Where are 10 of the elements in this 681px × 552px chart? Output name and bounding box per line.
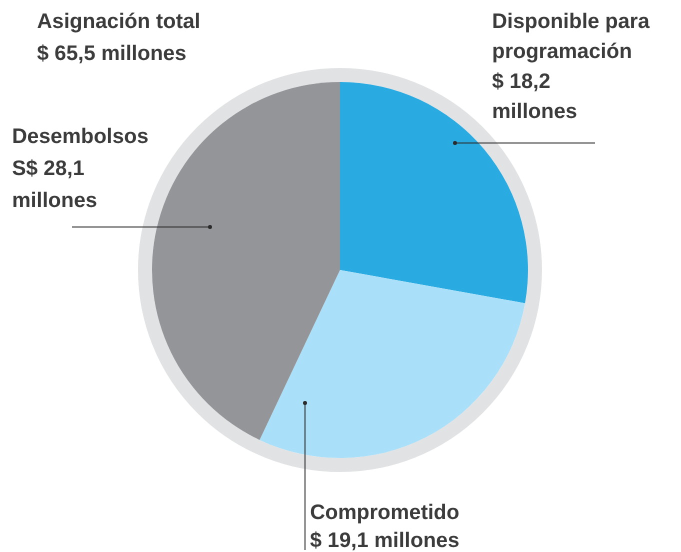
slice-label: Disponible para programación [492, 10, 650, 63]
text: $ 65,5 millones [37, 41, 188, 67]
pie-slice [260, 270, 526, 458]
slice-label: Desembolsos [12, 125, 149, 148]
pie-slice [152, 82, 340, 440]
chart-title: Asignación total [37, 9, 200, 35]
slice-label: Comprometido [310, 501, 460, 524]
data-label: S$ 28,1 millones [12, 157, 98, 212]
data-label: $ 19,1 millones [310, 529, 460, 552]
data-label: $ 18,2 millones [492, 70, 578, 123]
